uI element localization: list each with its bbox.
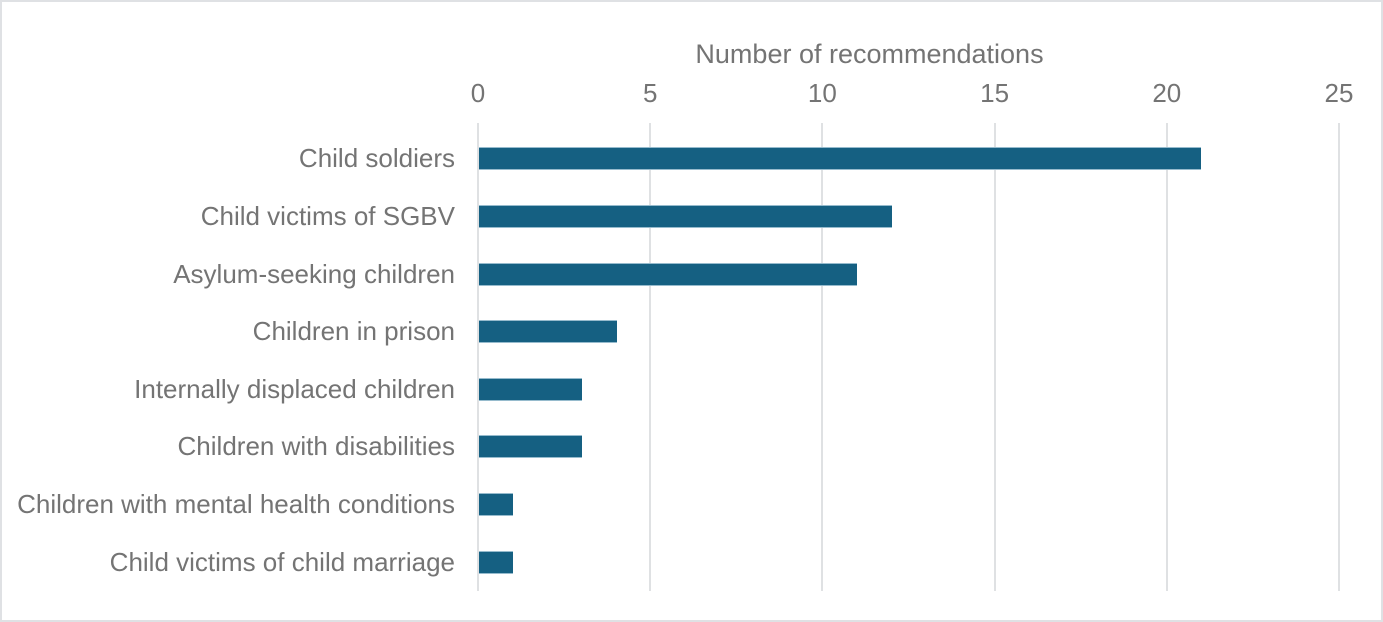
bar-row: [479, 418, 1339, 476]
x-axis-tick-label: 5: [642, 78, 658, 108]
bar-row: [479, 361, 1339, 419]
bar-row: [479, 188, 1339, 246]
x-axis-tick-label: 20: [1152, 78, 1182, 108]
bar-row: [479, 476, 1339, 534]
bar: [479, 147, 1202, 171]
category-axis: Child soldiers Child victims of SGBV Asylu…: [4, 130, 478, 591]
gridline: [477, 123, 479, 591]
x-axis-tick-label: 15: [980, 78, 1010, 108]
category-label: Child victims of child marriage: [109, 546, 455, 577]
category-label: Child soldiers: [298, 143, 455, 174]
category-label: Child victims of SGBV: [200, 200, 455, 231]
bar: [479, 262, 858, 286]
bar: [479, 550, 514, 574]
category-label: Internally displaced children: [134, 373, 455, 404]
x-axis: 0 5 10 15 20 25: [471, 78, 1354, 110]
bar: [479, 435, 583, 459]
bar: [479, 493, 514, 517]
bar-row: [479, 533, 1339, 591]
bar: [479, 377, 583, 401]
gridline: [1338, 123, 1340, 591]
bar-row: [479, 245, 1339, 303]
gridline: [821, 123, 824, 591]
chart-title: Number of recommendations: [695, 39, 1044, 69]
gridline: [993, 123, 996, 591]
bar: [479, 320, 617, 344]
category-label: Children in prison: [252, 316, 455, 347]
x-axis-tick-label: 10: [807, 78, 837, 108]
x-axis-tick-label: 25: [1324, 78, 1354, 108]
gridline: [1165, 123, 1168, 591]
bar-row: [479, 303, 1339, 361]
category-label: Children with mental health conditions: [17, 489, 455, 520]
gridline: [649, 123, 652, 591]
bar: [479, 204, 892, 228]
bar-row: [479, 130, 1339, 188]
x-axis-tick-label: 0: [470, 78, 486, 108]
plot-area: [477, 123, 1340, 591]
category-label: Asylum-seeking children: [173, 258, 455, 289]
category-label: Children with disabilities: [177, 431, 455, 462]
bar-series: [479, 130, 1339, 591]
